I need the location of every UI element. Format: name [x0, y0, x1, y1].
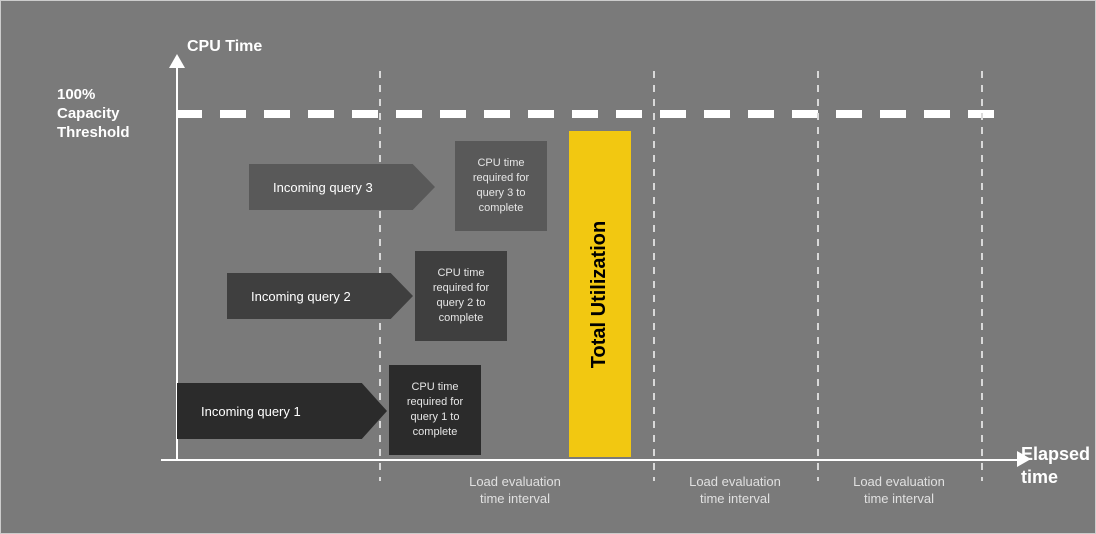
interval-label: Load evaluation time interval [435, 474, 595, 508]
cpu-time-box: CPU time required for query 3 to complet… [455, 141, 547, 231]
y-axis-label: CPU Time [187, 37, 262, 57]
interval-label: Load evaluation time interval [819, 474, 979, 508]
cpu-time-box: CPU time required for query 1 to complet… [389, 365, 481, 455]
interval-line [817, 71, 819, 481]
query-arrow: Incoming query 1 [177, 383, 387, 439]
total-utilization-bar: Total Utilization [569, 131, 631, 457]
threshold-label: 100% Capacity Threshold [57, 86, 130, 142]
interval-label: Load evaluation time interval [655, 474, 815, 508]
threshold-line [176, 110, 1011, 118]
query-arrow: Incoming query 3 [249, 164, 435, 210]
x-axis-label: Elapsed time [1021, 443, 1090, 488]
x-axis-line [161, 459, 1021, 461]
total-utilization-label: Total Utilization [589, 220, 612, 367]
y-axis-arrowhead [169, 54, 185, 68]
cpu-time-box: CPU time required for query 2 to complet… [415, 251, 507, 341]
diagram-canvas: CPU Time Elapsed time 100% Capacity Thre… [1, 1, 1095, 533]
query-arrow: Incoming query 2 [227, 273, 413, 319]
interval-line [653, 71, 655, 481]
interval-line [981, 71, 983, 481]
